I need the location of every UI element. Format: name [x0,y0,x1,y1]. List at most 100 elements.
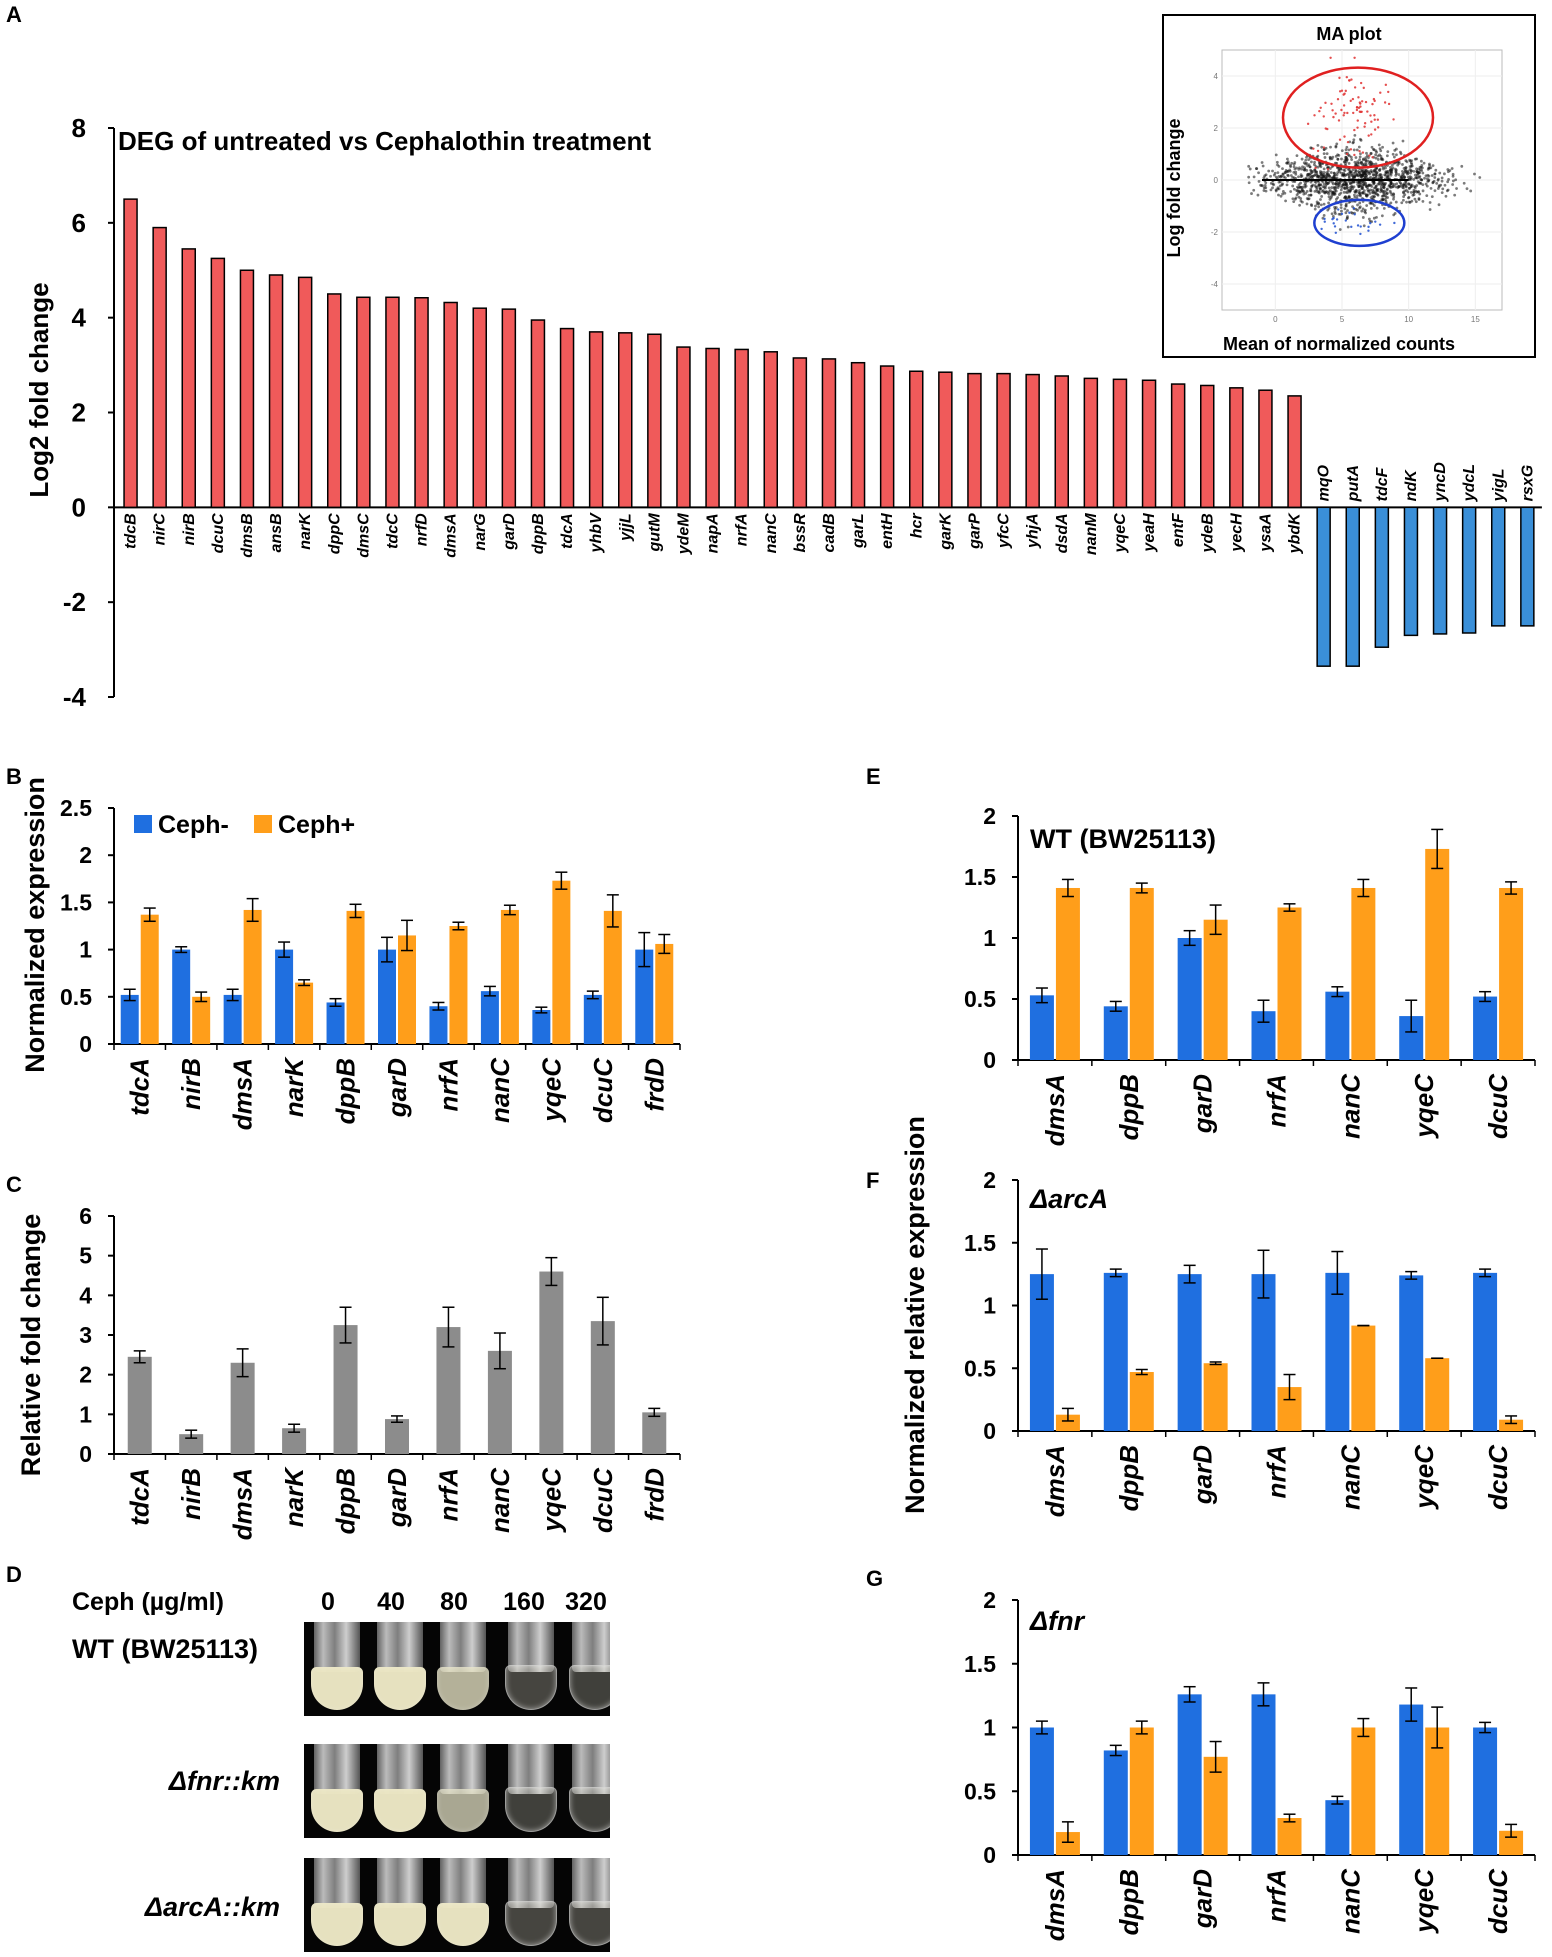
panel-f-xtick-label-dppB: dppB [1114,1445,1144,1511]
ma-point [1381,145,1384,149]
panel-g-ytick-label-2: 1 [983,1715,996,1741]
ma-point [1305,168,1309,172]
ma-point [1283,191,1287,195]
ma-point [1406,190,1410,194]
panel-b-xtick-label-frdD: frdD [639,1058,669,1112]
tube-glass [440,1744,486,1795]
panel-b-bar-tdcA-ceph-minus [120,994,139,1044]
ma-point [1428,164,1431,167]
ma-point [1320,195,1324,198]
ma-point [1415,184,1419,187]
ma-point [1306,164,1310,168]
ma-point [1313,189,1317,193]
panel-g-bar-nanC-ceph-plus [1351,1727,1376,1855]
ma-point [1354,156,1358,159]
panel-c-ytick-label-3: 3 [79,1322,92,1348]
ma-point [1446,180,1450,184]
panel-c-ytick-label-5: 5 [79,1243,92,1269]
panel-c-ytick-label-1: 1 [79,1401,92,1427]
panel-f-bar-yqeC-ceph-minus [1399,1275,1424,1431]
ma-point [1469,189,1473,193]
ma-point [1373,170,1377,174]
ma-point [1392,118,1395,121]
tube-culture [569,1900,610,1946]
strain-label-wt: WT (BW25113) [72,1634,258,1664]
ma-point [1293,197,1297,201]
panel-a-bar-dppB [530,319,546,509]
panel-c-bar-dppB [333,1325,358,1454]
ma-point [1421,189,1425,193]
ma-point [1364,163,1368,167]
ma-point [1306,173,1310,176]
panel-f-title: ΔarcA [1029,1184,1108,1214]
ma-point [1306,197,1310,201]
ma-point [1391,166,1395,170]
ma-point [1455,187,1458,190]
panel-e-bar-nanC-ceph-plus [1351,887,1376,1060]
panel-a-title: DEG of untreated vs Cephalothin treatmen… [118,126,651,156]
panel-e-xtick-label-nrfA: nrfA [1262,1074,1292,1127]
panel-a-bar-ydcL [1461,506,1477,634]
ma-point [1375,215,1378,219]
ma-point [1332,115,1335,119]
ma-point [1354,169,1358,173]
ma-point [1281,192,1285,196]
ma-point [1369,169,1373,172]
ma-point [1384,83,1388,87]
ma-point [1316,165,1320,169]
ma-point [1451,174,1455,178]
ma-point [1357,181,1361,185]
ma-point [1344,219,1348,222]
panel-e-bar-nrfA-ceph-plus [1277,907,1302,1060]
tube-glass [314,1622,360,1673]
ma-point [1375,167,1379,170]
ma-point [1337,119,1341,122]
ma-ytick-label-3: 2 [1214,124,1219,133]
ma-point [1376,187,1380,191]
panel-b-chart: Normalized expression Ceph- Ceph+ 0 0.5 1 1… [20,777,681,1130]
ma-point [1362,189,1366,192]
ma-point [1370,120,1373,123]
ma-point [1271,169,1274,173]
panel-e-bar-dmsA-ceph-plus [1055,887,1080,1060]
panel-e-ytick-label-4: 2 [983,803,996,829]
panel-g-xtick-label-dppB: dppB [1114,1869,1144,1935]
ma-point [1401,163,1404,166]
ma-point [1264,186,1268,190]
panel-e-bar-dppB-ceph-minus [1103,1006,1128,1060]
ma-point [1353,56,1356,59]
panel-a-xtick-label-dmsC: dmsC [355,513,372,558]
ma-point [1413,185,1416,188]
ma-point [1348,211,1351,214]
panel-a-xtick-label-yqeC: yqeC [1112,513,1129,554]
ma-point [1298,166,1301,170]
ma-point [1309,146,1313,150]
ma-point [1413,157,1417,161]
panel-e-xtick-label-dcuC: dcuC [1483,1073,1513,1139]
ma-point [1334,206,1338,209]
ma-point [1338,228,1342,231]
ma-point [1331,155,1335,159]
ma-point [1292,162,1296,166]
ma-point [1392,193,1396,196]
panel-b-bar-yqeC-ceph-plus [552,880,571,1044]
ma-point [1369,152,1373,155]
panel-a-bar-entF [1170,383,1186,509]
ma-point [1247,181,1251,185]
ma-point [1257,180,1261,183]
tube-glass [508,1858,554,1909]
ma-point [1326,167,1330,171]
panel-c-xtick-label-nirB: nirB [176,1468,206,1520]
ma-point [1393,212,1397,215]
ma-point [1303,168,1307,172]
ma-point [1406,175,1410,179]
ma-point [1371,188,1375,192]
ma-point [1392,155,1396,159]
ma-point [1393,221,1396,225]
tube-culture [311,1902,363,1946]
panel-f-g-shared-ylabel: Normalized relative expression [900,1116,930,1514]
ma-point [1410,183,1414,187]
tube-glass [314,1744,360,1795]
ma-point [1330,102,1333,105]
panel-a-xtick-label-ansB: ansB [268,513,285,552]
